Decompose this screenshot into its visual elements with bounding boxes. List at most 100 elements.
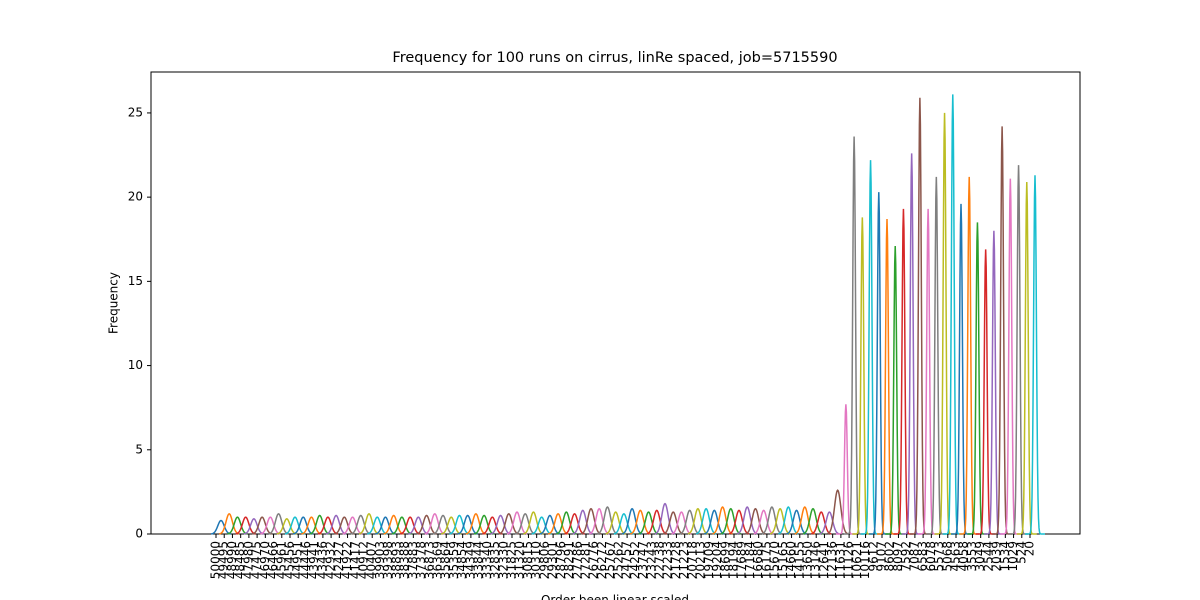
run-curve: [753, 509, 774, 535]
run-curve: [531, 516, 552, 535]
y-axis-label: Frequency: [107, 272, 121, 334]
x-tick-label: 24757: [620, 541, 634, 579]
run-curve: [383, 514, 404, 535]
x-tick-label: 47475: [250, 541, 264, 579]
run-curve: [597, 506, 618, 535]
run-curve: [564, 512, 585, 535]
run-curve: [334, 516, 355, 535]
run-curve: [613, 512, 635, 535]
x-tick-label: 42932: [324, 541, 338, 579]
x-tick-label: 40912: [357, 541, 371, 579]
run-curve: [811, 511, 832, 535]
x-tick-label: 46970: [258, 541, 272, 579]
x-tick-label: 27786: [570, 541, 584, 579]
run-curve: [580, 507, 602, 535]
run-curve: [473, 514, 495, 535]
run-curve: [761, 506, 783, 535]
x-tick-label: 48990: [225, 541, 239, 579]
x-tick-label: 19204: [710, 541, 724, 579]
run-curve: [1025, 175, 1045, 535]
run-curve: [482, 516, 503, 535]
x-tick-label: 45456: [283, 541, 297, 579]
x-tick-label: 26272: [595, 541, 609, 579]
x-tick-label: 20213: [694, 541, 708, 579]
x-tick-label: 20718: [685, 541, 699, 579]
run-curve: [802, 507, 824, 535]
x-tick-label: 32835: [488, 541, 502, 579]
x-tick-label: 41417: [348, 541, 362, 579]
run-curve: [679, 509, 700, 535]
x-tick-label: 24252: [628, 541, 642, 579]
run-curve: [556, 511, 577, 535]
run-curve: [621, 507, 643, 535]
run-curve: [465, 512, 487, 535]
run-curve: [498, 512, 519, 535]
x-axis-label: Order been linear scaled: [541, 593, 689, 600]
x-tick-label: 23747: [636, 541, 650, 579]
x-tick-label: 43941: [307, 541, 321, 579]
x-tick-label: 38893: [389, 541, 403, 579]
x-tick-label: 3049: [973, 541, 987, 572]
run-curve: [605, 511, 626, 535]
run-curve: [737, 506, 758, 535]
x-tick-label: 11631: [833, 541, 847, 579]
run-curve: [342, 516, 363, 535]
run-curve: [687, 507, 709, 535]
run-curve: [367, 516, 388, 535]
run-curve: [490, 514, 511, 535]
run-curve: [704, 509, 725, 535]
y-tick-label: 15: [128, 274, 143, 288]
y-tick-label: 20: [128, 190, 143, 204]
run-curve: [547, 512, 569, 535]
x-tick-label: 4058: [957, 541, 971, 572]
run-curve: [219, 512, 240, 535]
x-tick-label: 19709: [702, 541, 716, 579]
run-curve: [819, 511, 840, 535]
run-curve: [638, 511, 659, 535]
run-curve: [325, 514, 347, 535]
run-curve: [1016, 181, 1037, 535]
x-tick-label: 12136: [825, 541, 839, 579]
x-tick-label: 15165: [776, 541, 790, 579]
run-curve: [268, 512, 289, 535]
run-curve: [276, 518, 297, 535]
x-tick-label: 5573: [932, 541, 946, 572]
chart-title: Frequency for 100 runs on cirrus, linRe …: [392, 50, 837, 66]
x-tick-label: 2544: [981, 541, 995, 572]
run-curve: [663, 511, 684, 535]
run-curve: [243, 518, 264, 535]
run-curve: [769, 507, 791, 535]
x-tick-label: 36873: [422, 541, 436, 579]
x-tick-label: 49495: [217, 541, 231, 579]
x-tick-label: 4563: [949, 541, 963, 572]
x-tick-label: 31825: [505, 541, 519, 579]
x-tick-label: 23243: [644, 541, 658, 579]
run-curve: [408, 516, 429, 535]
run-curve: [210, 519, 232, 535]
x-tick-label: 2039: [990, 541, 1004, 572]
run-curve: [424, 512, 445, 535]
x-tick-label: 8602: [883, 541, 897, 572]
x-tick-label: 7592: [899, 541, 913, 572]
run-curve: [449, 514, 470, 535]
x-tick-label: 28796: [554, 541, 568, 579]
x-tick-label: 44446: [299, 541, 313, 579]
x-tick-label: 39903: [373, 541, 387, 579]
run-curve: [695, 507, 717, 535]
x-tick-label: 524: [1014, 541, 1028, 564]
x-tick-label: 6078: [924, 541, 938, 572]
x-tick-label: 40407: [365, 541, 379, 579]
run-curve: [260, 516, 281, 535]
run-curve: [589, 507, 610, 535]
x-tick-label: 34349: [463, 541, 477, 579]
x-tick-label: 6583: [916, 541, 930, 572]
x-tick-label: 38388: [398, 541, 412, 579]
run-curve: [284, 516, 306, 535]
x-tick-label: 18194: [727, 541, 741, 579]
x-tick-label: 17689: [735, 541, 749, 579]
run-curve: [728, 509, 750, 535]
x-tick-label: 7087: [907, 541, 921, 572]
run-curve: [646, 509, 667, 535]
